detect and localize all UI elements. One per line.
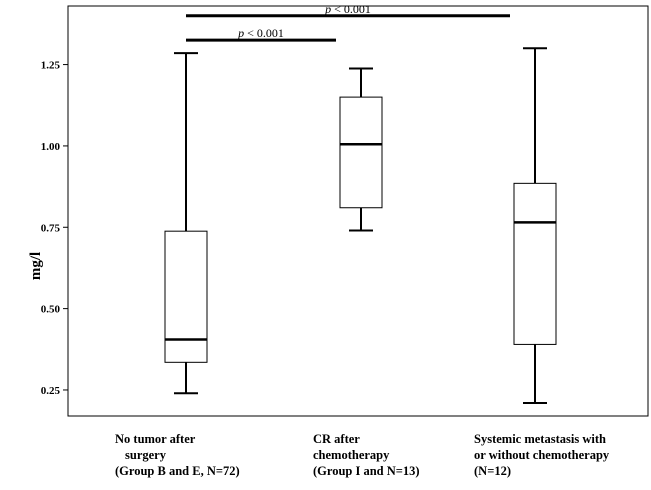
box-2 [339,67,383,232]
significance-label: p < 0.001 [324,2,371,16]
y-tick-label: 1.25 [41,60,61,72]
category-label-line: Systemic metastasis with [474,432,606,446]
category-labels: No tumor after surgery (Group B and E, N=7… [115,432,610,478]
box-iqr [164,230,208,363]
box-iqr [339,96,383,209]
plot-frame [67,5,649,417]
p-symbol: p [324,2,331,16]
category-label-line: chemotherapy [313,448,390,462]
category-label-3: Systemic metastasis with or without chemo… [474,432,610,478]
category-label-2: CR after chemotherapy (Group I and N=13) [313,432,420,478]
p-value: < 0.001 [244,26,284,40]
category-label-line: CR after [313,432,360,446]
category-label-line: or without chemotherapy [474,448,610,462]
y-axis: 0.25 0.50 0.75 1.00 1.25 [41,60,68,397]
category-label-1: No tumor after surgery (Group B and E, N=7… [115,432,240,478]
y-tick-label: 0.25 [41,385,61,397]
category-label-line: No tumor after [115,432,196,446]
category-label-line: (Group I and N=13) [313,464,420,478]
category-label-line: (Group B and E, N=72) [115,464,240,478]
y-tick-label: 1.00 [41,141,61,153]
y-tick-label: 0.75 [41,222,61,234]
box-iqr [513,182,557,345]
p-value: < 0.001 [331,2,371,16]
category-label-line: surgery [125,448,167,462]
significance-label: p < 0.001 [237,26,284,40]
boxes [164,47,557,404]
box-3 [513,47,557,404]
p-symbol: p [237,26,244,40]
category-label-line: (N=12) [474,464,511,478]
y-axis-label: mg/l [28,252,44,280]
y-tick-label: 0.50 [41,304,61,316]
box-1 [164,52,208,395]
